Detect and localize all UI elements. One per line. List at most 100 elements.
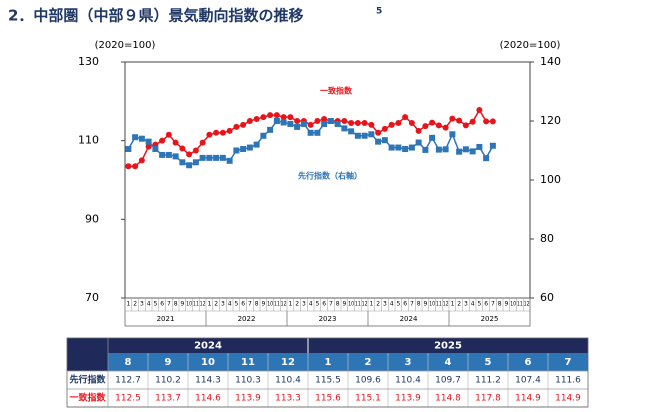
point — [132, 134, 139, 141]
x-tick-label: 4 — [390, 301, 394, 308]
x-tick-label: 7 — [491, 301, 495, 308]
table-value: 107.4 — [515, 376, 541, 386]
table-frame — [66, 337, 589, 408]
x-tick-label: 9 — [180, 301, 184, 308]
table-value: 110.3 — [235, 376, 261, 386]
point — [125, 163, 132, 170]
series-annotation: 先行指数（右軸） — [298, 171, 362, 181]
point — [476, 106, 483, 113]
x-tick-label: 5 — [477, 301, 481, 308]
x-tick-label: 2 — [133, 301, 137, 308]
point — [307, 121, 314, 128]
x-tick-label: 3 — [140, 301, 144, 308]
point — [422, 123, 429, 130]
y-axis-label: (2020=100) — [95, 40, 156, 51]
table-value: 114.8 — [435, 394, 461, 404]
point — [375, 138, 382, 145]
point — [361, 119, 368, 126]
y2-tick-label: 120 — [540, 114, 561, 127]
point — [199, 139, 206, 146]
x-tick-label: 6 — [241, 301, 245, 308]
x-tick-label: 3 — [302, 301, 306, 308]
x-tick-label: 2 — [457, 301, 461, 308]
point — [442, 124, 449, 131]
table-month: 11 — [241, 357, 255, 368]
point — [206, 154, 213, 161]
point — [233, 123, 240, 130]
point — [408, 144, 415, 151]
point — [159, 151, 166, 158]
point — [294, 123, 301, 130]
x-tick-label: 11 — [355, 301, 361, 308]
table-month: 7 — [565, 357, 572, 368]
table-value: 114.9 — [515, 394, 541, 404]
table-month: 5 — [485, 357, 492, 368]
table-month: 6 — [525, 357, 532, 368]
point — [442, 146, 449, 153]
x-tick-label: 11 — [193, 301, 199, 308]
x-tick-label: 1 — [288, 301, 292, 308]
y-tick-label: 90 — [85, 212, 99, 225]
point — [253, 141, 260, 148]
x-tick-label: 8 — [255, 301, 259, 308]
point — [267, 126, 274, 133]
point — [226, 157, 233, 164]
x-tick-label: 12 — [524, 301, 530, 308]
point — [341, 125, 348, 132]
x-tick-label: 12 — [362, 301, 368, 308]
y-tick-label: 110 — [78, 134, 99, 147]
point — [186, 151, 193, 158]
point — [287, 114, 294, 121]
table-year: 2024 — [194, 341, 222, 352]
x-tick-label: 3 — [221, 301, 225, 308]
point — [192, 159, 199, 166]
x-group-label: 2023 — [319, 315, 337, 323]
point — [368, 131, 375, 138]
point — [165, 131, 172, 138]
point — [422, 146, 429, 153]
point — [280, 114, 287, 121]
x-tick-label: 10 — [186, 301, 192, 308]
point — [354, 132, 361, 139]
point — [253, 116, 260, 123]
x-tick-label: 4 — [471, 301, 475, 308]
point — [273, 118, 280, 124]
point — [321, 120, 328, 127]
point — [179, 159, 186, 166]
point — [489, 118, 496, 125]
point — [192, 147, 199, 154]
point — [429, 119, 436, 126]
point — [145, 138, 152, 145]
x-tick-label: 10 — [510, 301, 516, 308]
point — [300, 120, 307, 127]
point — [125, 146, 132, 153]
x-tick-label: 12 — [281, 301, 287, 308]
table-value: 113.9 — [395, 394, 421, 404]
point — [280, 119, 287, 126]
point — [415, 139, 422, 146]
point — [132, 163, 139, 170]
point — [408, 119, 415, 126]
x-tick-label: 6 — [484, 301, 488, 308]
x-tick-label: 11 — [274, 301, 280, 308]
table-year: 2025 — [434, 341, 462, 352]
y2-axis-label: (2020=100) — [500, 40, 561, 51]
x-tick-label: 7 — [167, 301, 171, 308]
point — [469, 148, 476, 155]
point — [381, 125, 388, 132]
x-tick-label: 4 — [309, 301, 313, 308]
point — [321, 116, 328, 123]
x-tick-label: 5 — [315, 301, 319, 308]
x-tick-label: 9 — [423, 301, 427, 308]
x-group-label: 2022 — [238, 315, 256, 323]
x-tick-label: 11 — [517, 301, 523, 308]
table-value: 117.8 — [475, 394, 501, 404]
point — [368, 121, 375, 128]
table-value: 115.6 — [315, 394, 341, 404]
title-footnote: 5 — [376, 7, 382, 17]
table-value: 112.5 — [115, 394, 141, 404]
table-value: 115.5 — [315, 376, 341, 386]
x-tick-label: 2 — [376, 301, 380, 308]
point — [429, 134, 436, 141]
point — [314, 118, 321, 124]
